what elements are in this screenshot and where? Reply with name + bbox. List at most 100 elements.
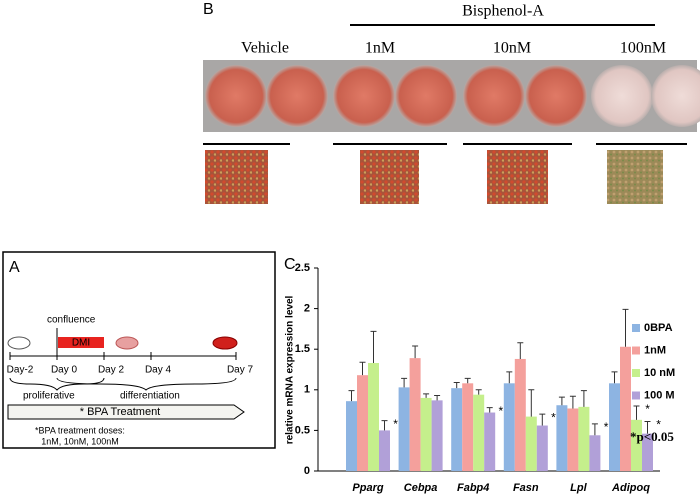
condition-label: 100nM — [620, 40, 666, 57]
bar — [620, 346, 631, 471]
treatment-arrow — [7, 404, 245, 420]
y-tick-label: 2.5 — [295, 262, 310, 274]
bar — [536, 425, 548, 471]
day-label: Day 7 — [227, 365, 254, 376]
bar — [368, 363, 379, 471]
bar — [514, 358, 526, 471]
day-label: Day 0 — [51, 365, 78, 376]
error-bar — [591, 423, 598, 436]
y-tick-label: 0.5 — [295, 424, 310, 436]
brace — [56, 377, 237, 391]
bar — [346, 401, 357, 471]
y-tick-label: 1.5 — [295, 343, 310, 355]
y-tick-label: 2 — [304, 303, 310, 315]
significance-star: * — [499, 404, 504, 418]
significance-note: *p<0.05 — [630, 429, 674, 444]
bar — [631, 419, 642, 471]
legend-label: 1nM — [644, 344, 666, 356]
error-bar — [580, 390, 587, 407]
error-bar — [539, 413, 546, 426]
dmi-label: DMI — [72, 338, 90, 349]
y-axis-label: relative mRNA expression level — [285, 295, 296, 444]
dish — [115, 336, 139, 350]
legend-label: 0BPA — [644, 322, 673, 334]
condition-label: 1nM — [365, 40, 395, 57]
error-bar — [558, 396, 565, 406]
bar — [379, 430, 390, 471]
condition-label: 10nM — [493, 40, 531, 57]
error-bar — [381, 420, 388, 431]
panel-letter: B — [203, 1, 214, 18]
panel-b: B Bisphenol-A Vehicle 1nM 10nM 100nM — [203, 1, 700, 204]
x-tick-label: Fasn — [513, 482, 539, 494]
well — [463, 65, 525, 127]
phase-label: proliferative — [23, 391, 75, 402]
bar — [398, 387, 410, 471]
micrograph — [487, 150, 548, 204]
error-bar — [464, 377, 471, 384]
treatment-label: * BPA Treatment — [80, 406, 161, 418]
legend-swatch — [632, 391, 640, 400]
dmi-box — [58, 337, 104, 348]
well — [525, 65, 587, 127]
bar — [357, 375, 368, 471]
legend-swatch — [632, 324, 640, 332]
x-tick-label: Lpl — [570, 482, 587, 494]
bar — [409, 358, 421, 471]
panel-frame — [2, 251, 276, 449]
legend-label: 10 nM — [644, 367, 675, 379]
error-bar — [423, 393, 430, 398]
significance-star: * — [551, 410, 556, 424]
error-bar — [359, 361, 366, 376]
well — [395, 65, 457, 127]
micrograph — [607, 150, 663, 204]
brace — [9, 377, 105, 391]
bar — [462, 383, 474, 471]
significance-star: * — [604, 420, 609, 434]
condition-label: Vehicle — [241, 40, 289, 57]
x-tick-label: Pparg — [352, 482, 383, 494]
bar — [451, 388, 463, 471]
error-bar — [633, 405, 640, 420]
panel-letter: C — [284, 256, 296, 273]
x-tick-label: Cebpa — [404, 482, 438, 494]
panel-letter: A — [9, 259, 20, 276]
bar — [589, 435, 601, 471]
dose-note: 1nM, 10nM, 100nM — [41, 436, 119, 446]
error-bar — [434, 394, 441, 401]
error-bar — [569, 395, 576, 409]
phase-label: differentiation — [120, 391, 180, 402]
y-tick-label: 0 — [304, 465, 310, 477]
micrograph — [360, 150, 419, 204]
bar — [578, 406, 590, 471]
day-label: Day-2 — [7, 365, 34, 376]
error-bar — [348, 390, 355, 402]
micrograph — [205, 150, 268, 204]
well — [651, 65, 700, 127]
day-label: Day 2 — [98, 365, 125, 376]
well — [266, 65, 328, 127]
dose-note: *BPA treatment doses: — [35, 425, 125, 435]
error-bar — [644, 420, 651, 434]
legend-swatch — [632, 369, 640, 377]
group-label: Bisphenol-A — [462, 3, 544, 20]
error-bar — [611, 371, 618, 384]
error-bar — [370, 330, 377, 364]
error-bar — [517, 342, 524, 359]
legend-label: 100 M — [644, 389, 675, 401]
x-tick-label: Adipoq — [611, 482, 650, 494]
bar — [420, 397, 432, 471]
error-bar — [622, 308, 629, 347]
error-bar — [475, 389, 482, 395]
bar — [642, 433, 653, 471]
bar — [567, 408, 579, 471]
well — [333, 65, 395, 127]
error-bar — [401, 377, 408, 388]
dish — [212, 336, 238, 350]
error-bar — [528, 389, 535, 417]
y-tick-label: 1 — [304, 384, 310, 396]
event-label: confluence — [47, 315, 96, 326]
bar — [503, 383, 515, 471]
panel-a: A confluence DMI Day-2 Day 0 Day 2 Day 4… — [2, 251, 276, 449]
bar — [473, 394, 485, 471]
